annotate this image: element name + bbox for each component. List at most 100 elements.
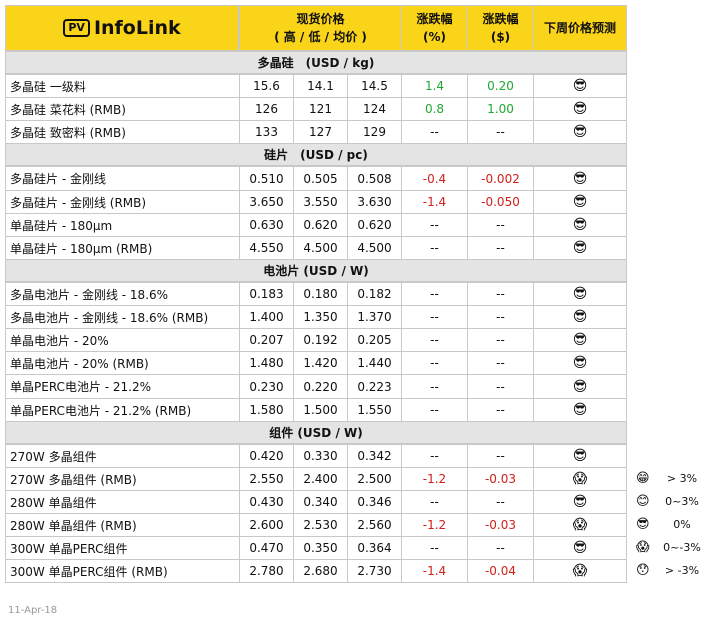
- price-low: 2.530: [293, 513, 348, 537]
- forecast-icon: 😎: [533, 74, 627, 98]
- change-pct: --: [401, 398, 468, 422]
- change-pct: -1.2: [401, 467, 468, 491]
- forecast-icon: 😎: [533, 97, 627, 121]
- legend-label: 0%: [673, 518, 691, 531]
- forecast-icon: 😎: [533, 328, 627, 352]
- product-name: 单晶硅片 - 180μm (RMB): [5, 236, 240, 260]
- legend-icon: 😎: [636, 517, 650, 532]
- price-avg: 129: [347, 120, 402, 144]
- price-high: 2.780: [239, 559, 294, 583]
- header-pct: 涨跌幅 (%): [401, 5, 468, 51]
- price-low: 0.620: [293, 213, 348, 237]
- price-low: 0.350: [293, 536, 348, 560]
- price-avg: 14.5: [347, 74, 402, 98]
- change-usd: --: [467, 236, 534, 260]
- price-low: 4.500: [293, 236, 348, 260]
- price-avg: 124: [347, 97, 402, 121]
- section-title: 电池片 (USD / W): [5, 259, 627, 282]
- change-pct: --: [401, 328, 468, 352]
- header-text: 现货价格: [296, 12, 345, 26]
- product-name: 多晶硅片 - 金刚线 (RMB): [5, 190, 240, 214]
- change-usd: --: [467, 444, 534, 468]
- change-pct: --: [401, 213, 468, 237]
- legend-icon: 😱: [636, 540, 650, 555]
- change-pct: --: [401, 282, 468, 306]
- price-high: 0.630: [239, 213, 294, 237]
- change-usd: --: [467, 305, 534, 329]
- header-price: 现货价格 ( 高 / 低 / 均价 ): [239, 5, 402, 51]
- price-avg: 1.440: [347, 351, 402, 375]
- price-avg: 2.730: [347, 559, 402, 583]
- change-usd: 1.00: [467, 97, 534, 121]
- change-usd: --: [467, 536, 534, 560]
- change-usd: -0.050: [467, 190, 534, 214]
- product-name: 多晶电池片 - 金刚线 - 18.6%: [5, 282, 240, 306]
- price-avg: 0.205: [347, 328, 402, 352]
- product-name: 280W 单晶组件: [5, 490, 240, 514]
- legend-label: 0~3%: [665, 495, 699, 508]
- change-pct: --: [401, 490, 468, 514]
- forecast-icon: 😎: [533, 282, 627, 306]
- forecast-icon: 😎: [533, 536, 627, 560]
- price-low: 14.1: [293, 74, 348, 98]
- change-pct: --: [401, 444, 468, 468]
- product-name: 270W 多晶组件: [5, 444, 240, 468]
- change-usd: -0.03: [467, 467, 534, 491]
- price-avg: 4.500: [347, 236, 402, 260]
- change-usd: -0.03: [467, 513, 534, 537]
- change-usd: --: [467, 328, 534, 352]
- price-low: 0.505: [293, 166, 348, 191]
- product-name: 270W 多晶组件 (RMB): [5, 467, 240, 491]
- price-high: 126: [239, 97, 294, 121]
- price-low: 0.220: [293, 374, 348, 399]
- price-low: 0.340: [293, 490, 348, 514]
- price-high: 0.430: [239, 490, 294, 514]
- price-low: 0.180: [293, 282, 348, 306]
- product-name: 单晶PERC电池片 - 21.2% (RMB): [5, 398, 240, 422]
- price-high: 133: [239, 120, 294, 144]
- price-low: 121: [293, 97, 348, 121]
- price-high: 0.207: [239, 328, 294, 352]
- product-name: 多晶硅 菜花料 (RMB): [5, 97, 240, 121]
- forecast-icon: 😎: [533, 236, 627, 260]
- change-pct: --: [401, 351, 468, 375]
- change-usd: -0.002: [467, 166, 534, 191]
- product-name: 多晶硅 致密料 (RMB): [5, 120, 240, 144]
- change-usd: -0.04: [467, 559, 534, 583]
- change-usd: --: [467, 282, 534, 306]
- price-high: 1.480: [239, 351, 294, 375]
- forecast-icon: 😎: [533, 351, 627, 375]
- change-usd: --: [467, 374, 534, 399]
- legend-icon: 😁: [636, 471, 650, 486]
- price-high: 0.230: [239, 374, 294, 399]
- forecast-icon: 😎: [533, 213, 627, 237]
- header-text: ( 高 / 低 / 均价 ): [274, 30, 367, 44]
- price-high: 3.650: [239, 190, 294, 214]
- logo: PV InfoLink: [5, 5, 239, 51]
- header-usd: 涨跌幅 ($): [467, 5, 534, 51]
- header-text: ($): [490, 30, 511, 44]
- forecast-icon: 😎: [533, 374, 627, 399]
- header-text: (%): [423, 30, 446, 44]
- product-name: 单晶电池片 - 20%: [5, 328, 240, 352]
- section-title: 多晶硅 (USD / kg): [5, 51, 627, 74]
- forecast-icon: 😎: [533, 398, 627, 422]
- price-avg: 0.364: [347, 536, 402, 560]
- legend-icon: 😊: [636, 494, 650, 509]
- change-usd: --: [467, 490, 534, 514]
- change-usd: --: [467, 120, 534, 144]
- price-low: 1.420: [293, 351, 348, 375]
- price-high: 0.420: [239, 444, 294, 468]
- legend-label: > 3%: [666, 472, 698, 485]
- change-pct: --: [401, 305, 468, 329]
- product-name: 300W 单晶PERC组件: [5, 536, 240, 560]
- change-pct: -1.4: [401, 559, 468, 583]
- header-text: 涨跌幅: [416, 12, 453, 26]
- section-title: 组件 (USD / W): [5, 421, 627, 444]
- price-high: 15.6: [239, 74, 294, 98]
- change-pct: --: [401, 236, 468, 260]
- forecast-icon: 😎: [533, 305, 627, 329]
- price-high: 4.550: [239, 236, 294, 260]
- price-high: 2.600: [239, 513, 294, 537]
